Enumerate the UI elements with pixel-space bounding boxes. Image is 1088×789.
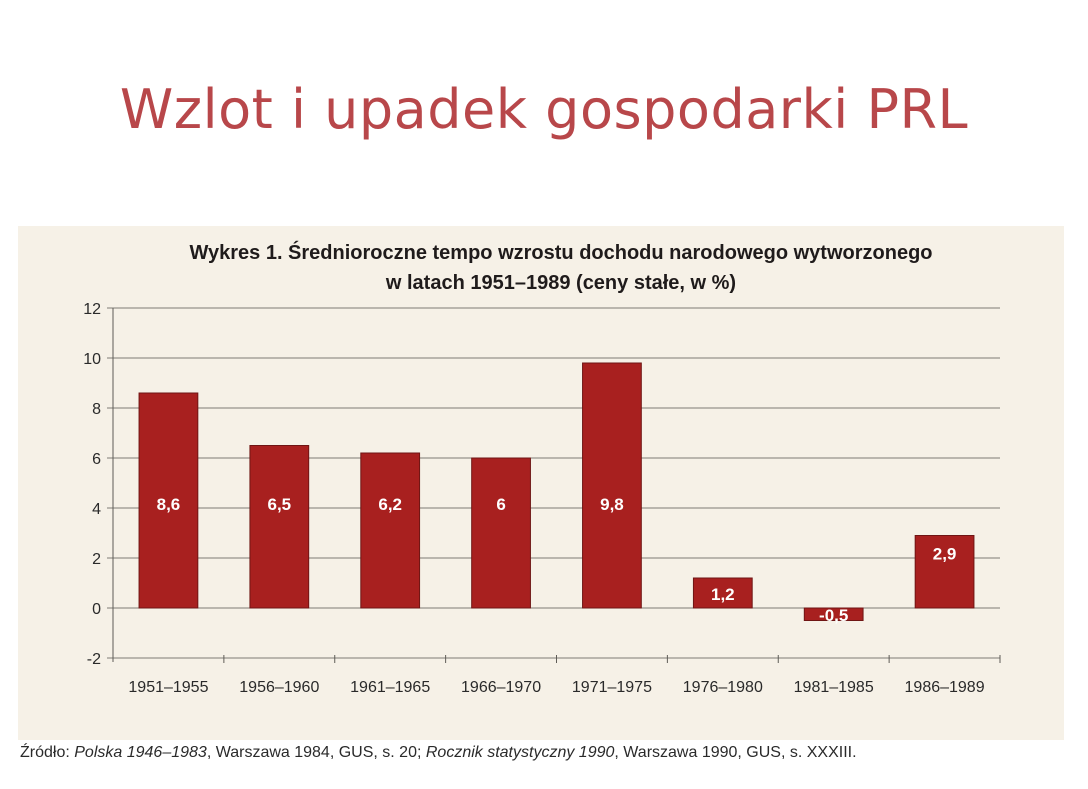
chart-title: Wykres 1. Średnioroczne tempo wzrostu do… [189,242,933,264]
bar-value-label: 1,2 [711,585,735,604]
y-tick-label: 2 [92,551,101,568]
bar [360,452,421,609]
x-tick-label: 1956–1960 [239,679,319,696]
bar-value-label: 6 [496,495,505,514]
chart-scan: Wykres 1. Średnioroczne tempo wzrostu do… [18,226,1064,740]
chart-title-block: Wykres 1. Średnioroczne tempo wzrostu do… [18,238,1064,298]
x-tick-label: 1981–1985 [794,679,874,696]
bar-value-label: 9,8 [600,495,624,514]
bar-value-label: -0,5 [819,606,848,625]
bar-value-label: 8,6 [157,495,181,514]
chart-subtitle: w latach 1951–1989 (ceny stałe, w %) [385,272,737,294]
y-tick-label: 8 [92,401,101,418]
x-tick-label: 1986–1989 [905,679,985,696]
y-tick-label: 6 [92,451,101,468]
source-part-2: , Warszawa 1990, GUS, s. XXXIII. [614,744,857,761]
bar-chart: -2 0 2 4 6 8 10 12 8,6 1951–1955 6,5 1956–1960 6,2 19… [83,301,1001,696]
source-title-1: Polska 1946–1983 [74,744,207,761]
bar [692,577,753,609]
bar [471,457,531,609]
y-tick-label: 0 [92,601,101,618]
x-tick-label: 1966–1970 [461,679,541,696]
slide-title: Wzlot i upadek gospodarki PRL [119,78,969,141]
bar [582,362,642,609]
x-tick-label: 1971–1975 [572,679,652,696]
source-prefix: Źródło: [20,744,75,761]
source-title-2: Rocznik statystyczny 1990 [425,744,615,761]
y-tick-label: 10 [83,351,101,368]
bar-value-label: 6,2 [378,495,402,514]
y-tick-label: -2 [87,651,101,668]
bar [914,535,975,609]
source-note: Źródło: Polska 1946–1983, Warszawa 1984,… [20,744,1080,762]
bar-value-label: 6,5 [267,495,291,514]
bar [249,445,310,609]
bar-value-label: 2,9 [933,545,957,564]
bar [138,392,199,609]
source-part-1: , Warszawa 1984, GUS, s. 20; [206,744,426,761]
y-tick-label: 12 [83,301,101,318]
y-tick-label: 4 [92,501,101,518]
bar [803,607,864,621]
x-tick-label: 1951–1955 [128,679,208,696]
x-tick-label: 1976–1980 [683,679,763,696]
x-tick-label: 1961–1965 [350,679,430,696]
